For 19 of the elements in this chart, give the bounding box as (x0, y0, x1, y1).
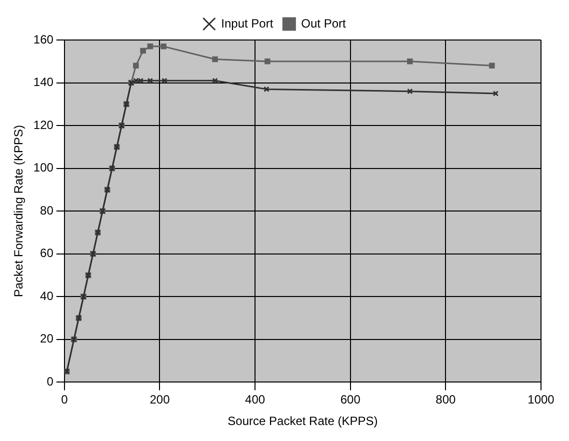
x-tick-label: 400 (245, 392, 266, 407)
y-tick-label: 160 (33, 32, 54, 46)
y-tick-label: 0 (46, 374, 54, 389)
x-tick-label: 600 (340, 392, 361, 407)
y-tick-label: 40 (40, 288, 54, 303)
legend-label: Input Port (221, 16, 274, 30)
y-tick-label: 140 (33, 75, 54, 90)
y-tick-label: 60 (40, 246, 54, 260)
y-tick-label: 100 (33, 160, 54, 175)
y-tick-label: 20 (40, 332, 54, 346)
x-axis-title: Source Packet Rate (KPPS) (228, 414, 378, 428)
x-tick-label: 1000 (528, 392, 555, 407)
y-tick-label: 120 (33, 118, 54, 132)
x-tick-label: 200 (150, 392, 170, 407)
x-tick-label: 0 (61, 392, 68, 407)
legend-label: Out Port (301, 16, 347, 30)
y-axis-title: Packet Forwarding Rate (KPPS) (12, 125, 26, 298)
y-tick-label: 80 (40, 203, 54, 218)
x-tick-label: 800 (436, 392, 456, 407)
